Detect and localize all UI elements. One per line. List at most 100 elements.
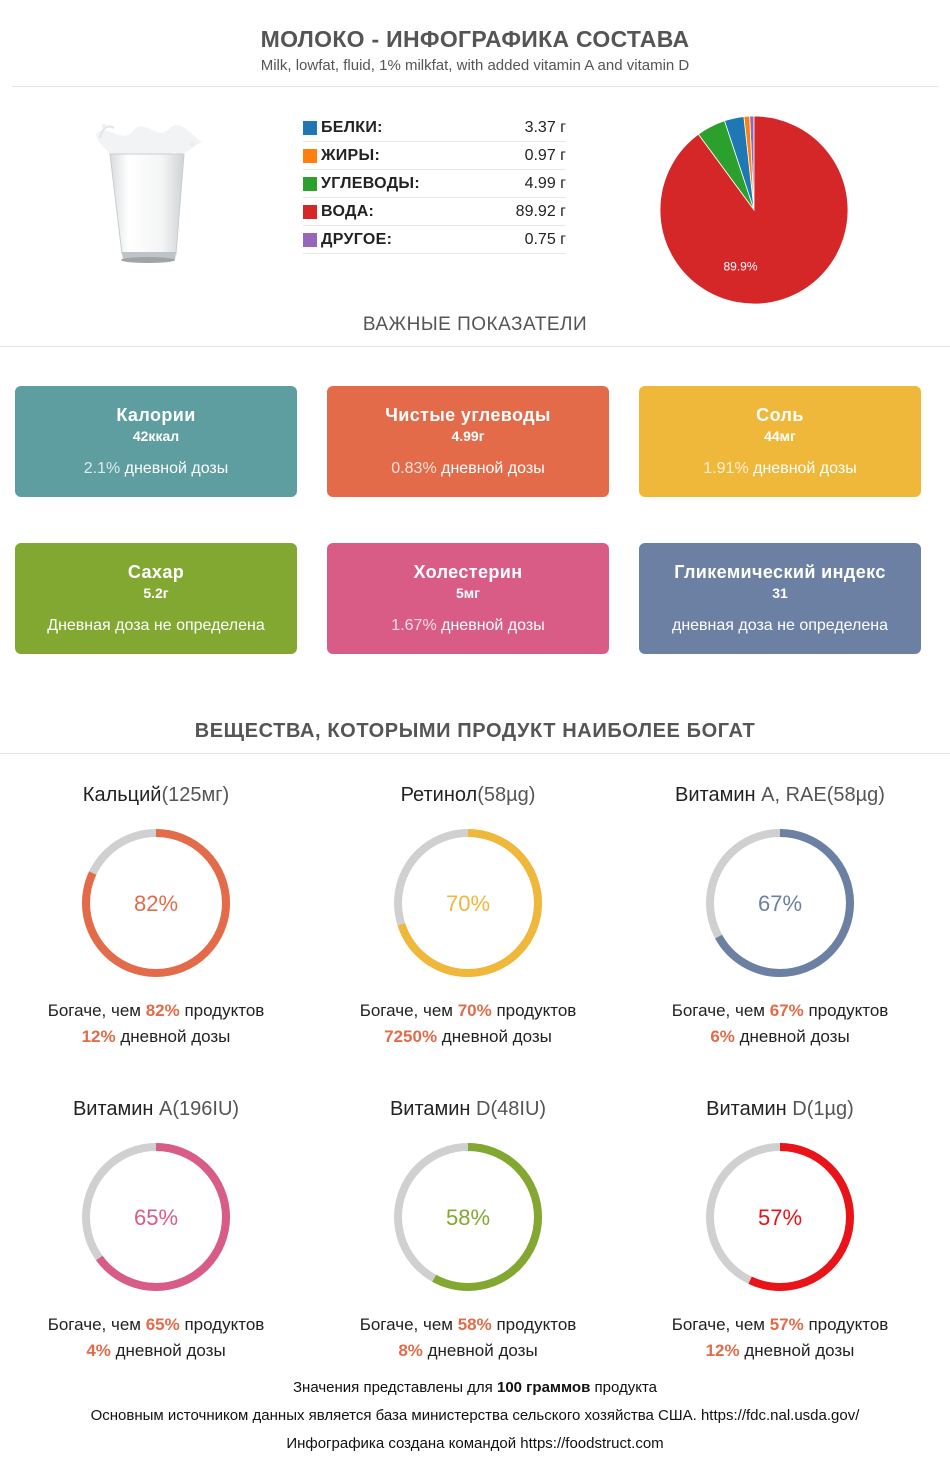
- macro-label: БЕЛКИ:: [321, 118, 383, 136]
- macro-label: УГЛЕВОДЫ:: [321, 174, 421, 192]
- indicator-title: Холестерин: [413, 562, 523, 582]
- richer-than-text: Богаче, чем 82% продуктов: [0, 1001, 312, 1021]
- indicator-title: Гликемический индекс: [674, 562, 886, 582]
- pie-slice: [659, 115, 849, 305]
- ring-percent-label: 67%: [758, 891, 802, 916]
- daily-value-percent: 12%: [705, 1341, 740, 1360]
- daily-value-text: 7250% дневной дозы: [312, 1027, 624, 1047]
- indicator-dv-percent: 1.91%: [703, 460, 749, 477]
- richer-than-text: Богаче, чем 70% продуктов: [312, 1001, 624, 1021]
- percent-ring: 65%: [82, 1143, 230, 1291]
- nutrient-name: Витамин: [389, 1098, 477, 1120]
- indicator-dv-percent: 2.1%: [83, 460, 121, 477]
- nutrient-block: Ретинол(58µg) 70% Богаче, чем 70% продукто…: [312, 784, 624, 1047]
- nutrient-name: Витамин: [72, 1098, 160, 1120]
- daily-value-text: 12% дневной дозы: [0, 1027, 312, 1047]
- legend-swatch: [303, 232, 317, 247]
- indicator-card: Гликемический индекс 31 дневная доза не оп…: [639, 543, 921, 654]
- indicator-title: Сахар: [127, 562, 185, 582]
- indicator-card: Чистые углеводы 4.99г 0.83% дневной дозы: [327, 386, 609, 497]
- indicator-dv-text: дневной дозы: [120, 460, 229, 477]
- indicator-dv-text: дневной дозы: [436, 460, 545, 477]
- nutrient-name: Витамин: [675, 784, 762, 806]
- nutrient-block: Кальций(125мг) 82% Богаче, чем 82% продукт…: [0, 784, 312, 1047]
- percent-ring: 67%: [706, 829, 854, 977]
- percent-ring: 57%: [706, 1143, 854, 1291]
- richer-suffix: продуктов: [179, 1315, 265, 1334]
- ring-percent-label: 70%: [446, 891, 490, 916]
- daily-value-percent: 8%: [398, 1341, 423, 1360]
- daily-value-percent: 7250%: [384, 1027, 438, 1046]
- richer-percent: 57%: [769, 1315, 804, 1334]
- macro-row: ЖИРЫ: 0.97 г: [303, 142, 566, 170]
- richer-percent: 67%: [769, 1001, 804, 1020]
- macro-row: БЕЛКИ: 3.37 г: [303, 114, 566, 142]
- ring-progress: [394, 829, 542, 977]
- richer-prefix: Богаче, чем: [359, 1315, 458, 1334]
- richer-suffix: продуктов: [803, 1001, 889, 1020]
- macro-value: 0.97 г: [524, 146, 566, 164]
- daily-value-text: 12% дневной дозы: [624, 1341, 936, 1361]
- indicator-daily-value: дневная доза не определена: [639, 617, 921, 635]
- indicator-value: 5мг: [456, 585, 480, 601]
- daily-value-suffix: дневной дозы: [437, 1027, 552, 1046]
- richer-prefix: Богаче, чем: [47, 1001, 146, 1020]
- richer-prefix: Богаче, чем: [671, 1001, 770, 1020]
- indicator-title: Калории: [116, 405, 196, 425]
- nutrient-title: Витамин D(48IU): [312, 1098, 624, 1121]
- divider: [12, 86, 938, 87]
- macro-value: 3.37 г: [524, 118, 566, 136]
- nutrient-amount: A, RAE(58µg): [761, 784, 885, 806]
- indicator-daily-value: 1.91% дневной дозы: [639, 460, 921, 478]
- indicator-card: Калории 42ккал 2.1% дневной дозы: [15, 386, 297, 497]
- nutrient-title: Витамин A(196IU): [0, 1098, 312, 1121]
- macro-label: ВОДА:: [321, 202, 375, 220]
- macro-value: 0.75 г: [524, 230, 566, 248]
- nutrient-amount: D(1µg): [792, 1098, 854, 1120]
- daily-value-suffix: дневной дозы: [422, 1341, 538, 1360]
- ring-percent-label: 57%: [758, 1205, 802, 1230]
- indicator-dv-text: дневной дозы: [436, 617, 545, 634]
- macro-table: БЕЛКИ: 3.37 г ЖИРЫ: 0.97 г УГЛЕВОДЫ: 4.99 г ВО…: [303, 114, 566, 254]
- macro-row: ВОДА: 89.92 г: [303, 198, 566, 226]
- pie-data-label: 89.9%: [723, 260, 757, 274]
- footer-credit: Инфографика создана командой https://foo…: [286, 1435, 664, 1452]
- divider: [0, 753, 950, 754]
- nutrient-block: Витамин D(48IU) 58% Богаче, чем 58% продук…: [312, 1098, 624, 1361]
- indicator-daily-value: 2.1% дневной дозы: [15, 460, 297, 478]
- daily-value-suffix: дневной дозы: [739, 1341, 855, 1360]
- indicator-title: Соль: [756, 405, 804, 425]
- nutrient-block: Витамин A(196IU) 65% Богаче, чем 65% проду…: [0, 1098, 312, 1361]
- percent-ring: 58%: [394, 1143, 542, 1291]
- footer-text: Значения представлены для: [292, 1379, 497, 1396]
- footer-note-amount: Значения представлены для 100 граммов пр…: [0, 1379, 950, 1396]
- indicator-card: Холестерин 5мг 1.67% дневной дозы: [327, 543, 609, 654]
- daily-value-suffix: дневной дозы: [110, 1341, 226, 1360]
- ring-progress: [82, 1143, 230, 1291]
- indicator-dv-text: дневной дозы: [748, 460, 857, 477]
- richer-suffix: продуктов: [491, 1315, 577, 1334]
- ring-percent-label: 58%: [446, 1205, 490, 1230]
- nutrient-name: Витамин: [706, 1098, 793, 1120]
- richer-prefix: Богаче, чем: [359, 1001, 458, 1020]
- daily-value-percent: 12%: [81, 1027, 116, 1046]
- nutrient-amount: D(48IU): [476, 1098, 547, 1120]
- richer-prefix: Богаче, чем: [47, 1315, 146, 1334]
- macro-row: ДРУГОЕ: 0.75 г: [303, 226, 566, 254]
- richer-than-text: Богаче, чем 67% продуктов: [624, 1001, 936, 1021]
- daily-value-percent: 4%: [86, 1341, 111, 1360]
- key-indicators-title: ВАЖНЫЕ ПОКАЗАТЕЛИ: [362, 314, 588, 335]
- ring-percent-label: 65%: [134, 1205, 178, 1230]
- richer-suffix: продуктов: [803, 1315, 889, 1334]
- richer-than-text: Богаче, чем 58% продуктов: [312, 1315, 624, 1335]
- richer-than-text: Богаче, чем 65% продуктов: [0, 1315, 312, 1335]
- richer-percent: 58%: [457, 1315, 492, 1334]
- indicator-value: 4.99г: [451, 428, 485, 444]
- nutrient-title: Кальций(125мг): [0, 784, 312, 807]
- macro-label: ДРУГОЕ:: [321, 230, 393, 248]
- macro-value: 4.99 г: [524, 174, 566, 192]
- indicator-title: Чистые углеводы: [385, 405, 551, 425]
- indicator-card: Соль 44мг 1.91% дневной дозы: [639, 386, 921, 497]
- nutrient-amount: (125мг): [161, 784, 230, 806]
- indicator-value: 44мг: [764, 428, 796, 444]
